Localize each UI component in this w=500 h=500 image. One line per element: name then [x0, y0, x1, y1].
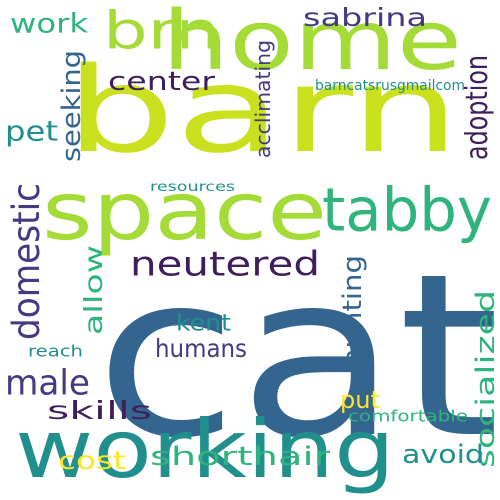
word-hunting: hunting — [336, 255, 368, 367]
word-brn: brn — [103, 0, 220, 62]
word-barn: barn — [65, 41, 460, 180]
word-avoid: avoid — [402, 438, 484, 470]
word-pet: pet — [5, 114, 58, 148]
word-resources: resources — [150, 178, 235, 195]
word-cost: cost — [58, 445, 126, 475]
word-reach: reach — [28, 341, 83, 361]
word-shorthair: shorthair — [150, 440, 330, 472]
word-cat: cat — [95, 224, 500, 488]
word-tabby: tabby — [322, 174, 492, 245]
word-neutered: neutered — [130, 243, 320, 284]
word-space: space — [42, 164, 327, 259]
word-male: male — [5, 361, 90, 403]
word-domestic: domestic — [4, 183, 48, 340]
word-comfortable: comfortable — [348, 406, 468, 426]
word-center: center — [108, 65, 215, 97]
word-skills: skills — [47, 395, 152, 425]
word-put: put — [340, 385, 380, 414]
word-acclimating: acclimating — [251, 39, 275, 158]
word-humans: humans — [155, 333, 247, 363]
word-allow: allow — [78, 245, 108, 335]
word-working: working — [15, 402, 395, 497]
word-work: work — [10, 7, 88, 40]
word-adoption: adoption — [459, 55, 495, 160]
word-barncatsrusgmailcom: barncatsrusgmailcom — [315, 76, 465, 94]
word-sabrina: sabrina — [303, 2, 427, 32]
word-home: home — [162, 0, 462, 89]
word-seeking: seeking — [55, 50, 87, 162]
word-kent: kent — [176, 308, 231, 336]
